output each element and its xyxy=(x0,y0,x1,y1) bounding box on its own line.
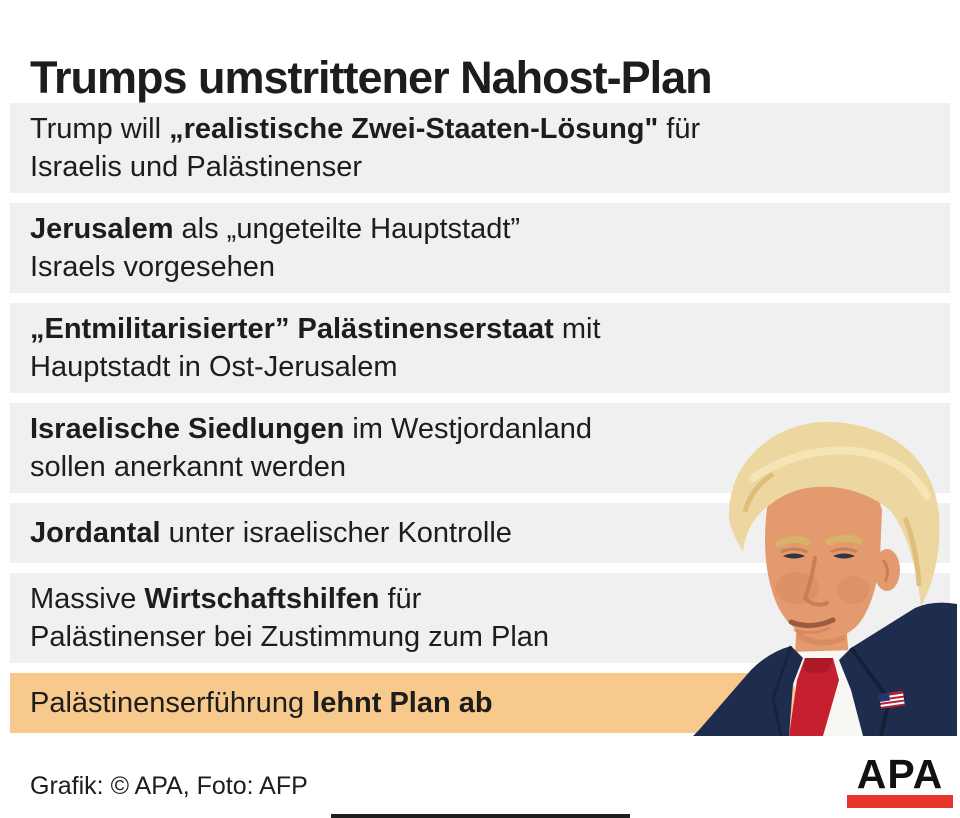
plan-point-line: Israelische Siedlungen im Westjordanland xyxy=(30,413,592,445)
plan-point-line: Israels vorgesehen xyxy=(30,251,276,283)
plan-point-line: Hauptstadt in Ost-Jerusalem xyxy=(30,351,398,383)
plan-point-line: Israelis und Palästinenser xyxy=(30,151,363,183)
plan-point-row: Jerusalem als „ungeteilte Hauptstadt” Isr… xyxy=(10,203,950,293)
trump-photo xyxy=(693,421,957,736)
flag-pin-icon xyxy=(879,690,905,709)
plan-point-row: Israelische Siedlungen im Westjordanland… xyxy=(10,403,950,493)
plan-point-line: „Entmilitarisierter” Palästinenserstaat … xyxy=(30,313,601,345)
plan-point-line: Massive Wirtschaftshilfen für xyxy=(30,583,422,615)
trump-face xyxy=(765,464,882,640)
trump-hair xyxy=(728,421,940,606)
footer-credit: Grafik: © APA, Foto: AFP xyxy=(30,772,308,800)
plan-point-row: Massive Wirtschaftshilfen für Palästinens… xyxy=(10,573,950,663)
trump-tie xyxy=(789,658,839,736)
apa-logo-text: APA xyxy=(856,751,944,797)
apa-logo-red-bar xyxy=(847,795,953,808)
bottom-bar xyxy=(331,814,630,818)
plan-point-line: Jerusalem als „ungeteilte Hauptstadt” xyxy=(30,213,521,245)
plan-points-list: Trump will „realistische Zwei-Staaten-Lö… xyxy=(10,103,950,743)
plan-point-line: sollen anerkannt werden xyxy=(30,451,346,483)
plan-point-line: Palästinenserführung lehnt Plan ab xyxy=(30,687,493,719)
plan-point-row: Trump will „realistische Zwei-Staaten-Lö… xyxy=(10,103,950,193)
plan-point-line: Trump will „realistische Zwei-Staaten-Lö… xyxy=(30,113,701,145)
plan-point-line: Palästinenser bei Zustimmung zum Plan xyxy=(30,621,550,653)
plan-point-row: „Entmilitarisierter” Palästinenserstaat … xyxy=(10,303,950,393)
apa-logo: APA xyxy=(846,754,954,808)
page-title: Trumps umstrittener Nahost-Plan xyxy=(30,52,713,104)
plan-point-line: Jordantal unter israelischer Kontrolle xyxy=(30,517,512,549)
